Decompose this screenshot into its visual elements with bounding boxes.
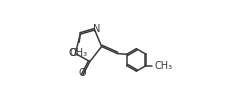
- Text: N: N: [93, 24, 100, 34]
- Text: CH₃: CH₃: [153, 61, 172, 71]
- Text: O: O: [69, 48, 76, 59]
- Text: O: O: [78, 68, 85, 78]
- Text: CH₃: CH₃: [69, 48, 87, 58]
